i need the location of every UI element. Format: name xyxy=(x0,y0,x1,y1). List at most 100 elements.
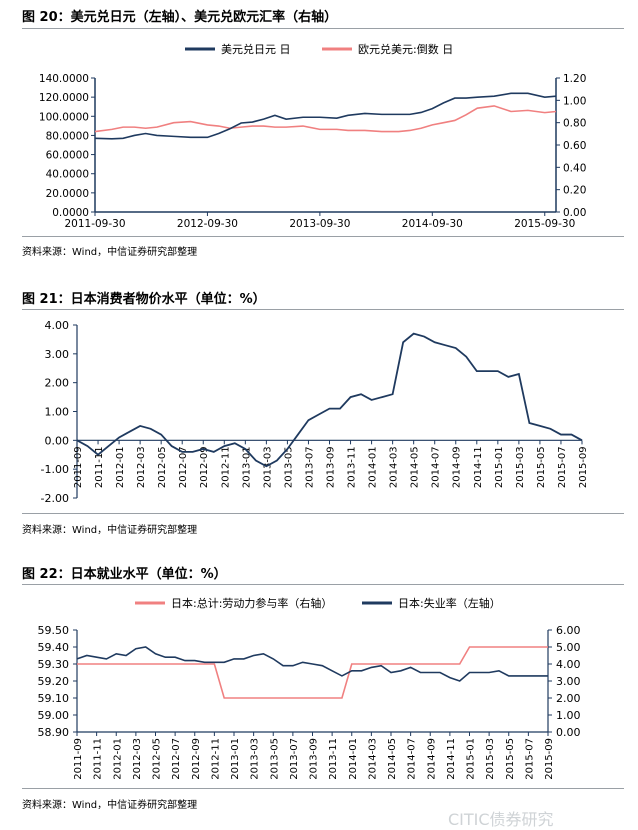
legend-label-0: 日本:总计:劳动力参与率（右轴） xyxy=(171,596,332,610)
series-line-jpy xyxy=(94,92,557,140)
x-tick-label: 2011-09-30 xyxy=(64,218,125,230)
y-tick-label: 1.00 xyxy=(45,406,70,419)
chart3-source: 资料来源：Wind，中信证券研究部整理 xyxy=(22,800,198,811)
chart2-top-rule xyxy=(22,309,624,310)
x-tick-label: 2014-01 xyxy=(348,738,359,780)
x-tick-label: 2015-07 xyxy=(524,738,535,780)
y-left-tick-label: 100.0000 xyxy=(39,111,89,123)
y-right-tick-label: 0.40 xyxy=(563,162,586,174)
x-tick-label: 2012-03 xyxy=(132,738,143,780)
x-tick-label: 2015-07 xyxy=(557,446,568,488)
series-line-participation xyxy=(77,646,548,699)
y-tick-label: -1.00 xyxy=(41,463,69,476)
legend-label-0: 美元兑日元 日 xyxy=(221,42,291,56)
chart1-top-rule xyxy=(22,28,624,29)
y-left-tick-label: 80.0000 xyxy=(46,130,89,142)
x-tick-label: 2015-03 xyxy=(515,446,526,488)
x-tick-label: 2015-09 xyxy=(544,738,555,780)
x-tick-label: 2012-01 xyxy=(115,446,126,488)
x-tick-label: 2015-09-30 xyxy=(514,218,575,230)
series-line-cpi xyxy=(76,332,583,468)
legend-label-1: 欧元兑美元:倒数 日 xyxy=(358,42,453,56)
chart1-source: 资料来源：Wind，中信证券研究部整理 xyxy=(22,247,198,258)
y-left-tick-label: 40.0000 xyxy=(46,169,89,181)
x-tick-label: 2012-11 xyxy=(220,446,231,488)
x-tick-label: 2011-09 xyxy=(73,446,84,488)
series-line-eur xyxy=(94,105,557,133)
x-tick-label: 2014-11 xyxy=(473,446,484,488)
y-right-tick-label: 2.00 xyxy=(556,692,581,705)
x-tick-label: 2011-09 xyxy=(73,738,84,780)
y-right-tick-label: 4.00 xyxy=(556,658,581,671)
x-tick-label: 2014-05 xyxy=(410,446,421,488)
x-tick-label: 2013-11 xyxy=(328,738,339,780)
x-tick-label: 2015-01 xyxy=(466,738,477,780)
x-tick-label: 2014-07 xyxy=(431,446,442,488)
x-tick-label: 2013-07 xyxy=(289,738,300,780)
x-tick-label: 2012-01 xyxy=(112,738,123,780)
x-tick-label: 2013-09 xyxy=(309,738,320,780)
watermark-text: CITIC债券研究 xyxy=(448,810,554,829)
x-tick-label: 2012-11 xyxy=(210,738,221,780)
y-right-tick-label: 1.00 xyxy=(563,95,586,107)
y-left-tick-label: 58.90 xyxy=(38,726,70,739)
y-right-tick-label: 0.00 xyxy=(556,726,581,739)
chart3-svg: 日本:总计:劳动力参与率（右轴） 日本:失业率（左轴） 58.90 59.00 59.1… xyxy=(38,596,581,780)
y-left-tick-label: 60.0000 xyxy=(46,150,89,162)
y-tick-label: 0.00 xyxy=(45,434,70,447)
x-tick-label: 2014-03 xyxy=(367,738,378,780)
x-tick-label: 2013-03 xyxy=(262,446,273,488)
x-tick-label: 2013-07 xyxy=(304,446,315,488)
x-tick-label: 2014-09-30 xyxy=(402,218,463,230)
x-tick-label: 2011-11 xyxy=(94,446,105,488)
chart2-title: 图 21：日本消费者物价水平（单位：%） xyxy=(22,292,266,307)
chart2-bottom-rule xyxy=(22,513,624,514)
x-tick-label: 2013-05 xyxy=(269,738,280,780)
x-tick-label: 2012-03 xyxy=(136,446,147,488)
chart3-bottom-rule xyxy=(22,788,624,789)
series-line-unemployment xyxy=(76,646,548,682)
x-tick-label: 2013-11 xyxy=(347,446,358,488)
y-left-tick-label: 59.40 xyxy=(38,641,70,654)
x-tick-label: 2014-01 xyxy=(368,446,379,488)
chart2-svg: -2.00 -1.00 0.00 1.00 2.00 3.00 4.00 2011-09 201… xyxy=(41,319,589,505)
chart2-source: 资料来源：Wind，中信证券研究部整理 xyxy=(22,525,198,536)
y-left-tick-label: 59.10 xyxy=(38,692,70,705)
chart3-top-rule xyxy=(22,584,624,585)
y-tick-label: 4.00 xyxy=(45,319,70,332)
y-right-tick-label: 0.00 xyxy=(563,207,586,219)
y-left-tick-label: 140.0000 xyxy=(39,73,89,85)
y-tick-label: 2.00 xyxy=(45,377,70,390)
y-left-tick-label: 59.00 xyxy=(38,709,70,722)
y-left-tick-label: 120.0000 xyxy=(39,92,89,104)
chart1-svg: 美元兑日元 日 欧元兑美元:倒数 日 0.0000 20.0000 40.0000 60.… xyxy=(39,42,587,230)
x-tick-label: 2012-05 xyxy=(152,738,163,780)
x-tick-label: 2013-03 xyxy=(250,738,261,780)
y-right-tick-label: 1.20 xyxy=(563,73,586,85)
x-tick-label: 2015-05 xyxy=(536,446,547,488)
x-tick-label: 2013-01 xyxy=(241,446,252,488)
x-tick-label: 2012-09-30 xyxy=(177,218,238,230)
y-right-tick-label: 0.60 xyxy=(563,140,586,152)
x-tick-label: 2015-09 xyxy=(578,446,589,488)
y-left-tick-label: 0.0000 xyxy=(52,207,89,219)
y-left-tick-label: 59.30 xyxy=(38,658,70,671)
x-tick-label: 2012-05 xyxy=(157,446,168,488)
y-right-tick-label: 3.00 xyxy=(556,675,581,688)
chart1-bottom-rule xyxy=(22,236,624,237)
x-tick-label: 2014-03 xyxy=(389,446,400,488)
x-tick-label: 2015-05 xyxy=(505,738,516,780)
y-tick-label: -2.00 xyxy=(41,492,69,505)
y-right-tick-label: 1.00 xyxy=(556,709,581,722)
x-tick-label: 2013-05 xyxy=(283,446,294,488)
y-right-tick-label: 6.00 xyxy=(556,624,581,637)
x-tick-label: 2012-07 xyxy=(171,738,182,780)
y-left-tick-label: 59.50 xyxy=(38,624,70,637)
x-tick-label: 2014-07 xyxy=(407,738,418,780)
x-tick-label: 2014-11 xyxy=(446,738,457,780)
x-tick-label: 2014-09 xyxy=(452,446,463,488)
x-tick-label: 2013-09 xyxy=(326,446,337,488)
y-right-tick-label: 0.20 xyxy=(563,185,586,197)
chart1-title: 图 20：美元兑日元（左轴）、美元兑欧元汇率（右轴） xyxy=(22,10,338,25)
x-tick-label: 2015-03 xyxy=(485,738,496,780)
